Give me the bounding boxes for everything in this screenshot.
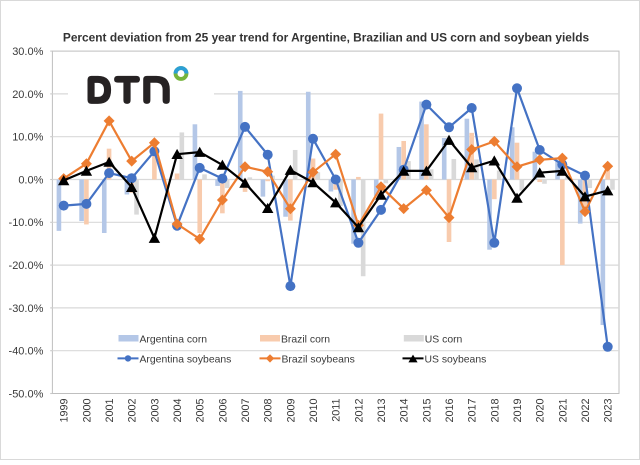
svg-text:2015: 2015 <box>421 399 433 423</box>
svg-text:-50.0%: -50.0% <box>9 388 44 400</box>
svg-text:Brazil corn: Brazil corn <box>281 334 330 345</box>
svg-text:2018: 2018 <box>489 399 501 423</box>
svg-text:2003: 2003 <box>149 399 161 423</box>
svg-text:-20.0%: -20.0% <box>9 260 44 272</box>
svg-text:2012: 2012 <box>353 399 365 423</box>
svg-text:2002: 2002 <box>127 399 139 423</box>
svg-text:2021: 2021 <box>557 399 569 423</box>
svg-text:Argentina corn: Argentina corn <box>140 334 208 345</box>
svg-text:Argentina soybeans: Argentina soybeans <box>140 354 232 365</box>
svg-text:1999: 1999 <box>59 399 71 423</box>
svg-text:2022: 2022 <box>580 399 592 423</box>
svg-text:Percent deviation from 25 year: Percent deviation from 25 year trend for… <box>63 31 590 45</box>
svg-text:US corn: US corn <box>425 334 463 345</box>
svg-text:20.0%: 20.0% <box>12 89 43 101</box>
svg-text:2014: 2014 <box>399 399 411 423</box>
svg-text:2010: 2010 <box>308 399 320 423</box>
svg-text:10.0%: 10.0% <box>12 132 43 144</box>
svg-text:2001: 2001 <box>104 399 116 423</box>
svg-text:-10.0%: -10.0% <box>9 217 44 229</box>
svg-text:30.0%: 30.0% <box>12 46 43 58</box>
svg-text:2013: 2013 <box>376 399 388 423</box>
svg-text:2016: 2016 <box>444 399 456 423</box>
svg-text:2019: 2019 <box>512 399 524 423</box>
svg-text:2000: 2000 <box>81 399 93 423</box>
svg-text:2017: 2017 <box>467 399 479 423</box>
svg-text:2004: 2004 <box>172 399 184 423</box>
svg-text:2020: 2020 <box>535 399 547 423</box>
svg-text:2005: 2005 <box>195 399 207 423</box>
svg-text:2009: 2009 <box>285 399 297 423</box>
svg-text:0.0%: 0.0% <box>18 174 43 186</box>
svg-text:-40.0%: -40.0% <box>9 346 44 358</box>
svg-text:2007: 2007 <box>240 399 252 423</box>
svg-text:2008: 2008 <box>263 399 275 423</box>
svg-text:-30.0%: -30.0% <box>9 303 44 315</box>
svg-text:2011: 2011 <box>331 399 343 422</box>
svg-text:US soybeans: US soybeans <box>425 354 487 365</box>
svg-text:2023: 2023 <box>603 399 615 423</box>
svg-text:Brazil soybeans: Brazil soybeans <box>282 354 355 365</box>
svg-text:2006: 2006 <box>217 399 229 423</box>
